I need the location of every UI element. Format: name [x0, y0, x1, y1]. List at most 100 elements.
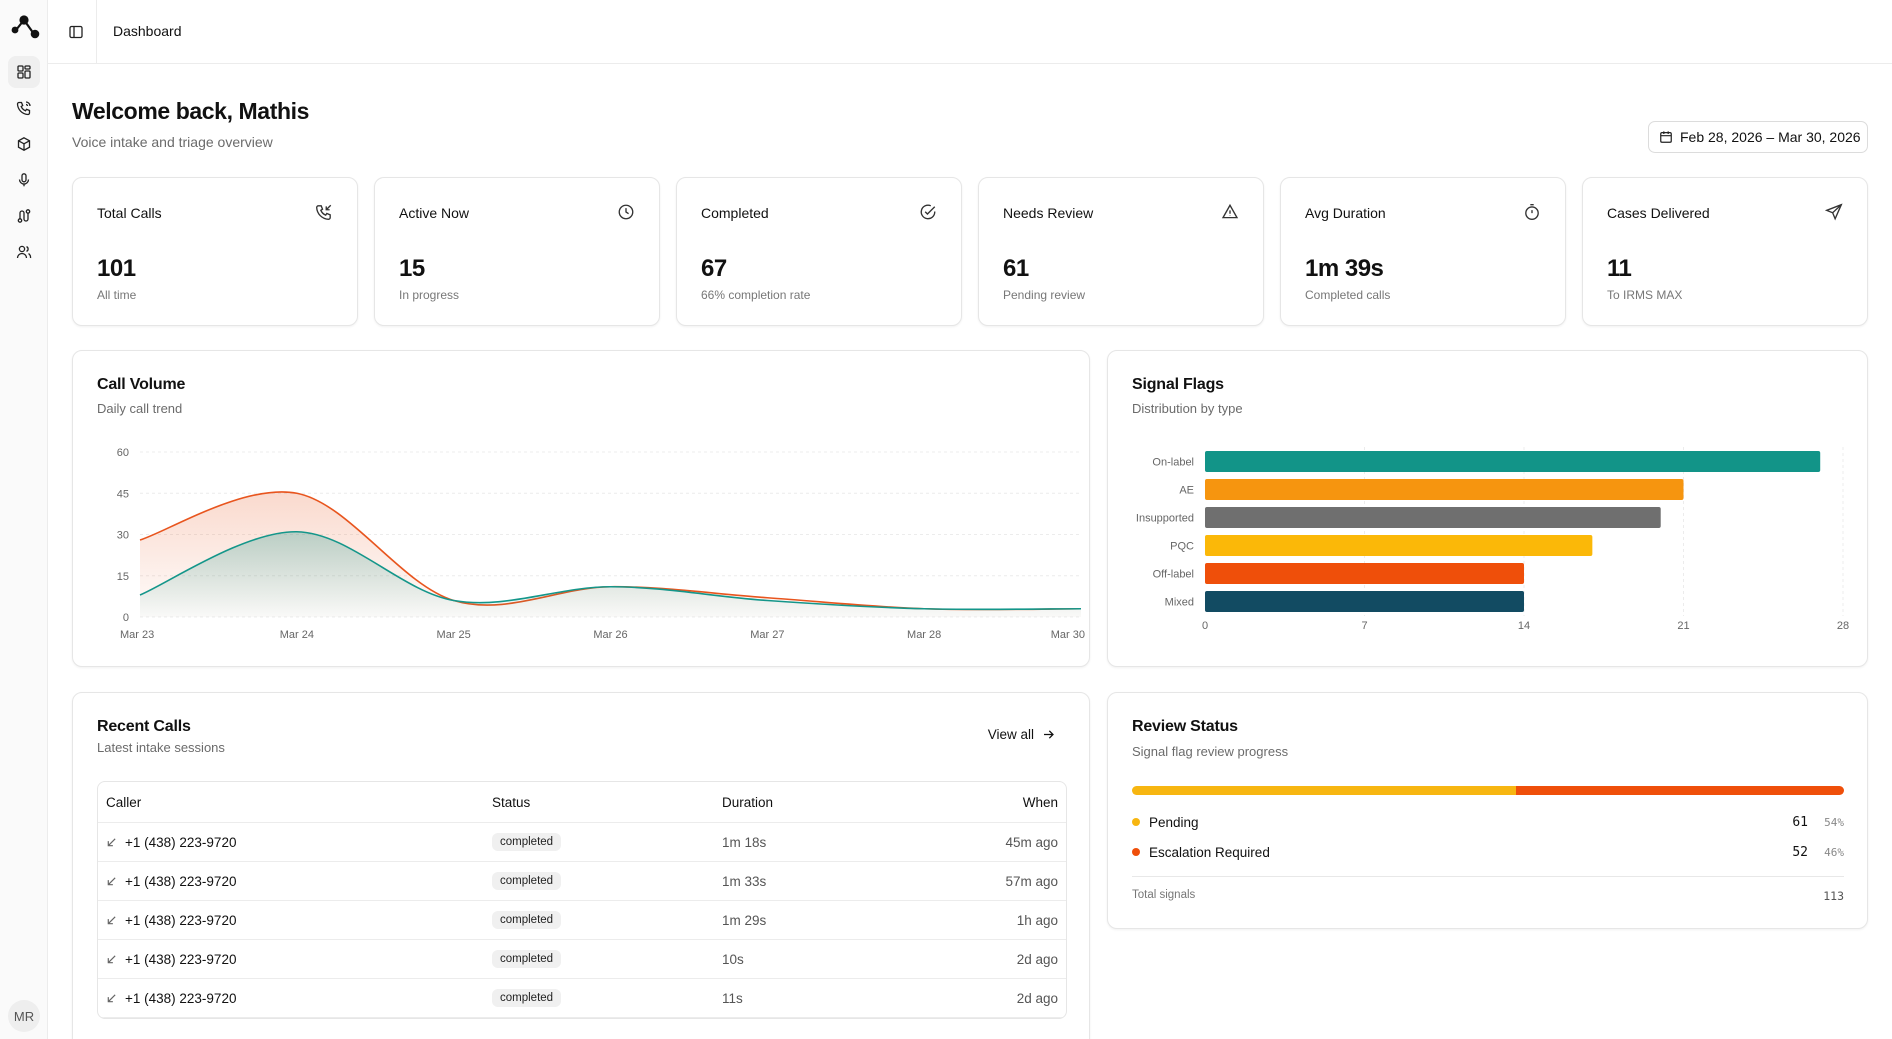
status-badge: completed [492, 872, 562, 890]
legend-count: 61 [1792, 814, 1808, 830]
microphone-icon [18, 173, 30, 187]
caller-number: +1 (438) 223-9720 [125, 873, 237, 889]
duration-cell: 1m 33s [722, 873, 767, 889]
sidebar-item-users[interactable] [8, 236, 40, 268]
divider [1132, 876, 1844, 877]
avatar[interactable]: MR [8, 1000, 40, 1032]
when-cell: 2d ago [1016, 951, 1058, 967]
table-row[interactable]: +1 (438) 223-9720 completed 10s 2d ago [98, 940, 1066, 979]
panel-title: Recent Calls [97, 718, 191, 735]
sidebar-item-voice[interactable] [8, 164, 40, 196]
send-icon [1825, 203, 1843, 221]
review-progress-bar [1132, 786, 1844, 795]
y-tick-label: 45 [117, 488, 129, 500]
stat-card-total-calls: Total Calls 101 All time [72, 177, 358, 326]
call-volume-chart: 0 15 30 45 60 Mar 23 Mar 24 Mar 25 Mar 26 Mar 27 M… [117, 447, 1085, 641]
stat-card-avg-duration: Avg Duration 1m 39s Completed calls [1280, 177, 1566, 326]
total-label: Total signals [1132, 889, 1196, 901]
x-tick-label: 28 [1837, 620, 1849, 632]
x-tick-label: Mar 25 [437, 629, 471, 641]
sidebar-item-workflows[interactable] [8, 200, 40, 232]
stat-card-needs-review: Needs Review 61 Pending review [978, 177, 1264, 326]
stat-hint: All time [97, 288, 137, 302]
status-cell: completed [492, 823, 562, 861]
status-badge: completed [492, 950, 562, 968]
layout-grid-icon [17, 65, 31, 79]
x-tick-label: Mar 24 [280, 629, 314, 641]
status-cell: completed [492, 862, 562, 900]
progress-segment-escalation [1516, 786, 1844, 795]
x-tick-label: Mar 27 [750, 629, 784, 641]
panel-title: Signal Flags [1132, 376, 1224, 393]
duration-cell: 11s [722, 990, 743, 1006]
stat-hint: To IRMS MAX [1607, 288, 1683, 302]
sidebar-toggle-button[interactable] [64, 20, 88, 44]
x-tick-label: 7 [1361, 620, 1367, 632]
bar [1205, 451, 1821, 472]
recent-calls-panel: Recent Calls Latest intake sessions View… [72, 692, 1090, 1039]
legend-percent: 54% [1824, 815, 1844, 829]
app-logo-icon[interactable] [7, 10, 41, 40]
check-circle-icon [920, 204, 936, 220]
x-tick-label: 14 [1518, 620, 1530, 632]
panel-subtitle: Daily call trend [97, 401, 183, 416]
stat-hint: In progress [399, 288, 460, 302]
date-range-picker[interactable]: Feb 28, 2026 – Mar 30, 2026 [1648, 121, 1868, 153]
sidebar-item-products[interactable] [8, 128, 40, 160]
y-tick-label: 0 [123, 612, 129, 624]
legend-dot [1132, 848, 1140, 856]
caller-cell: +1 (438) 223-9720 [106, 862, 236, 900]
route-icon [17, 209, 31, 223]
box-icon [17, 137, 31, 151]
timer-icon [1525, 204, 1539, 220]
table-row[interactable]: +1 (438) 223-9720 completed 1m 29s 1h ago [98, 901, 1066, 940]
legend-label: Pending [1149, 814, 1199, 830]
recent-calls-table: Caller Status Duration When +1 (438) 223… [97, 781, 1067, 1019]
caller-cell: +1 (438) 223-9720 [106, 940, 236, 978]
sidebar-item-calls[interactable] [8, 92, 40, 124]
table-row[interactable]: +1 (438) 223-9720 completed 11s 2d ago [98, 979, 1066, 1018]
x-tick-label: 0 [1202, 620, 1208, 632]
y-category-label: AE [1179, 485, 1194, 497]
y-category-label: Mixed [1165, 597, 1194, 609]
x-tick-label: Mar 30 [1051, 629, 1085, 641]
incoming-call-icon [107, 837, 116, 846]
incoming-call-icon [107, 876, 116, 885]
panel-subtitle: Latest intake sessions [97, 740, 225, 755]
progress-segment-pending [1132, 786, 1517, 795]
view-all-label: View all [987, 727, 1034, 742]
when-cell: 1h ago [1016, 912, 1058, 928]
y-category-label: On-label [1152, 457, 1194, 469]
stat-hint: 66% completion rate [701, 288, 811, 302]
phone-icon [16, 101, 31, 116]
top-bar: Dashboard [48, 0, 1892, 64]
stat-card-completed: Completed 67 66% completion rate [676, 177, 962, 326]
clock-icon [618, 204, 634, 220]
table-row[interactable]: +1 (438) 223-9720 completed 1m 33s 57m ago [98, 862, 1066, 901]
duration-cell: 1m 29s [722, 912, 767, 928]
column-header-when: When [1022, 794, 1058, 810]
bar [1205, 563, 1524, 584]
caller-cell: +1 (438) 223-9720 [106, 823, 236, 861]
arrow-right-icon [1044, 730, 1054, 739]
y-tick-label: 60 [117, 447, 129, 459]
column-header-duration: Duration [722, 794, 774, 810]
legend-percent: 46% [1824, 845, 1844, 859]
bar [1205, 535, 1593, 556]
panel-subtitle: Signal flag review progress [1132, 744, 1289, 759]
stat-hint: Pending review [1003, 288, 1086, 302]
table-row[interactable]: +1 (438) 223-9720 completed 1m 18s 45m ago [98, 823, 1066, 862]
stat-label: Active Now [399, 205, 470, 221]
sidebar-item-dashboard[interactable] [8, 56, 40, 88]
status-badge: completed [492, 911, 562, 929]
caller-cell: +1 (438) 223-9720 [106, 979, 236, 1017]
y-tick-label: 15 [117, 571, 129, 583]
view-all-link[interactable]: View all [988, 727, 1055, 742]
stat-value: 15 [399, 255, 425, 282]
date-range-label: Feb 28, 2026 – Mar 30, 2026 [1680, 129, 1861, 145]
caller-number: +1 (438) 223-9720 [125, 990, 237, 1006]
legend-dot [1132, 818, 1140, 826]
bar [1205, 479, 1684, 500]
users-icon [16, 245, 32, 259]
stat-value: 1m 39s [1305, 255, 1384, 282]
